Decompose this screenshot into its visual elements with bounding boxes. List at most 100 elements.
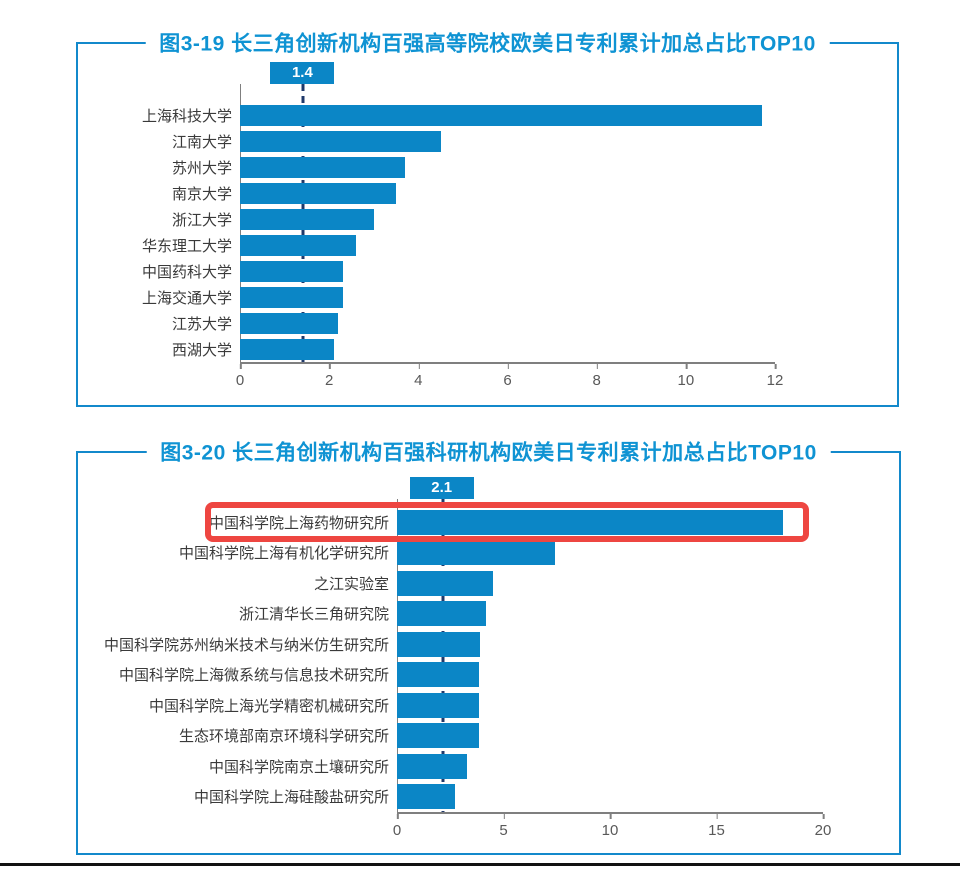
bar	[240, 156, 405, 178]
bar	[397, 601, 487, 627]
category-label: 浙江清华长三角研究院	[238, 606, 389, 624]
bar	[397, 784, 455, 810]
bar-track	[240, 104, 775, 126]
bar-track	[240, 338, 775, 360]
x-axis: 0 2 4 6 8 10 12	[236, 362, 783, 396]
bar-track	[397, 723, 823, 749]
bar	[397, 570, 493, 596]
category-label: 之江实验室	[313, 575, 389, 593]
bar-row: 中国科学院上海光学精密机械研究所	[78, 690, 823, 721]
bar-row: 中国科学院南京土壤研究所	[78, 751, 823, 782]
x-axis-tick: 10	[677, 364, 694, 389]
bar-track	[397, 692, 823, 718]
bar-track	[240, 234, 775, 256]
x-axis-tick: 20	[815, 814, 831, 839]
category-label: 中国科学院上海硅酸盐研究所	[193, 789, 389, 807]
bar-row: 上海交通大学	[78, 284, 775, 310]
x-axis-tick: 2	[325, 364, 333, 389]
bar-row: 中国科学院上海硅酸盐研究所	[78, 782, 823, 813]
bar	[397, 662, 479, 688]
bar-row: 中国科学院苏州纳米技术与纳米仿生研究所	[78, 629, 823, 660]
category-label: 生态环境部南京环境科学研究所	[178, 728, 389, 746]
bar-track	[240, 260, 775, 282]
bar-track	[397, 570, 823, 596]
bar	[397, 753, 468, 779]
bar-track	[240, 130, 775, 152]
category-label: 南京大学	[171, 185, 232, 203]
x-axis-tick: 6	[503, 364, 512, 389]
category-label: 江南大学	[171, 133, 232, 151]
bar	[240, 286, 343, 308]
plot-area: 上海科技大学江南大学苏州大学南京大学浙江大学华东理工大学 中国药科大学 上海交通大学…	[78, 84, 897, 396]
category-label: 中国科学院上海微系统与信息技术研究所	[118, 667, 389, 685]
bar	[397, 723, 479, 749]
category-label: 中国药科大学	[141, 263, 232, 281]
bar-row: 之江实验室	[78, 568, 823, 599]
bar	[240, 208, 374, 230]
bar-row: 中国药科大学	[78, 258, 775, 284]
category-label: 中国科学院南京土壤研究所	[208, 758, 389, 776]
category-label: 中国科学院上海药物研究所	[208, 514, 389, 532]
bar-track	[240, 312, 775, 334]
bar-track	[240, 208, 775, 230]
bar	[240, 182, 397, 204]
x-axis-tick: 8	[592, 364, 601, 389]
reference-badge-area: 1.4	[240, 62, 775, 84]
x-axis-tick: 4	[414, 364, 423, 389]
bar	[397, 540, 555, 566]
figure-3-20-title: 图3-20 长三角创新机构百强科研机构欧美日专利累计加总占比TOP10	[146, 436, 831, 467]
x-axis: 0 5 10 15 20	[393, 812, 831, 846]
category-label: 西湖大学	[171, 341, 232, 359]
category-label: 上海科技大学	[141, 107, 232, 125]
highlight-box	[205, 502, 809, 542]
bar-track	[240, 286, 775, 308]
bar-row: 苏州大学	[78, 154, 775, 180]
category-label: 中国科学院苏州纳米技术与纳米仿生研究所	[103, 636, 389, 654]
bar	[397, 509, 783, 535]
bar-track	[397, 662, 823, 688]
bar-row: 生态环境部南京环境科学研究所	[78, 721, 823, 752]
bar	[240, 338, 334, 360]
plot-area: 中国科学院上海药物研究所中国科学院上海有机化学研究所之江实验室浙江清华长三角研究…	[78, 499, 899, 846]
figure-3-19-title: 图3-19 长三角创新机构百强高等院校欧美日专利累计加总占比TOP10	[145, 27, 830, 58]
bar-row: 中国科学院上海微系统与信息技术研究所	[78, 660, 823, 691]
figure-3-20-box: 图3-20 长三角创新机构百强科研机构欧美日专利累计加总占比TOP10 2.1 中…	[76, 436, 901, 855]
bar	[240, 312, 339, 334]
x-axis-tick: 15	[708, 814, 725, 839]
category-label: 江苏大学	[171, 315, 232, 333]
bar-track	[397, 540, 823, 566]
universities-bar-chart: 1.4 上海科技大学江南大学苏州大学南京大学浙江大学华东理工大学 中国药科大学 上海交…	[78, 62, 897, 396]
bar	[240, 130, 441, 152]
footer-rule	[0, 863, 960, 866]
bar	[397, 692, 479, 718]
bar-track	[240, 182, 775, 204]
category-label: 华东理工大学	[141, 237, 232, 255]
category-label: 中国科学院上海光学精密机械研究所	[148, 697, 389, 715]
bar-track	[240, 156, 775, 178]
bar-row: 江南大学	[78, 128, 775, 154]
bar-rows: 中国科学院上海药物研究所中国科学院上海有机化学研究所之江实验室浙江清华长三角研究…	[78, 502, 899, 813]
bar-row: 西湖大学	[78, 336, 775, 362]
bar-row: 江苏大学	[78, 310, 775, 336]
bar-row: 浙江大学	[78, 206, 775, 232]
bar-row: 中国科学院上海有机化学研究所	[78, 538, 823, 569]
x-axis-tick: 12	[767, 364, 783, 389]
bar-row: 华东理工大学	[78, 232, 775, 258]
bar-track	[397, 601, 823, 627]
bar-row: 上海科技大学	[78, 102, 775, 128]
bar-row: 中国科学院上海药物研究所	[78, 502, 823, 542]
bar-rows: 上海科技大学江南大学苏州大学南京大学浙江大学华东理工大学 中国药科大学 上海交通大学…	[78, 102, 897, 362]
bar-track	[397, 509, 823, 535]
bar-row: 浙江清华长三角研究院	[78, 599, 823, 630]
bar	[240, 104, 762, 126]
category-label: 上海交通大学	[141, 289, 232, 307]
bar	[240, 234, 356, 256]
institutes-bar-chart: 2.1 中国科学院上海药物研究所中国科学院上海有机化学研究所之江实验室浙江清华长三…	[78, 477, 899, 846]
reference-badge-area: 2.1	[397, 477, 823, 499]
category-label: 浙江大学	[171, 211, 232, 229]
figure-3-19-box: 图3-19 长三角创新机构百强高等院校欧美日专利累计加总占比TOP10 1.4 上…	[76, 27, 899, 407]
bar	[397, 631, 481, 657]
bar-row: 南京大学	[78, 180, 775, 206]
bar-track	[397, 784, 823, 810]
